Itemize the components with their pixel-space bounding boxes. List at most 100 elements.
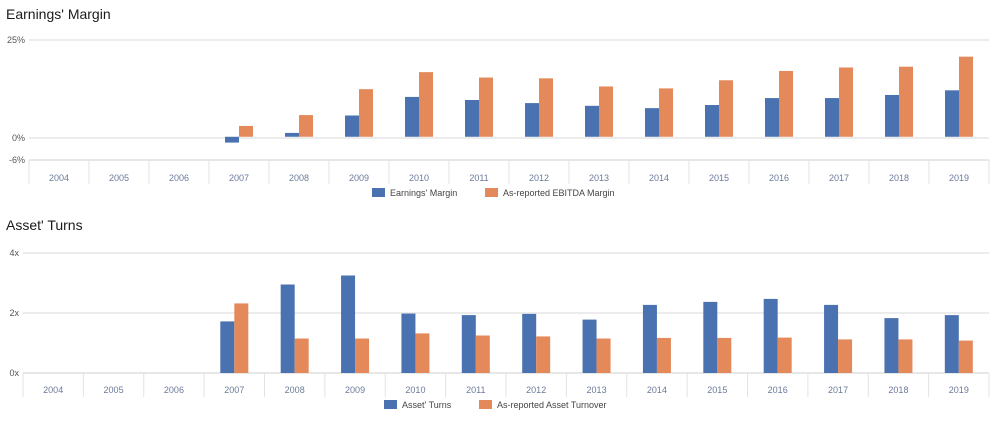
bar-series1 bbox=[405, 96, 419, 137]
bar-series2 bbox=[779, 70, 793, 137]
bar-series1 bbox=[642, 304, 657, 373]
bar-series2 bbox=[596, 338, 611, 373]
x-tick-label: 2016 bbox=[768, 385, 788, 395]
bar-series1 bbox=[885, 94, 899, 137]
bar-series2 bbox=[299, 115, 313, 137]
bar-series2 bbox=[659, 88, 673, 137]
x-tick-label: 2019 bbox=[949, 173, 969, 183]
bar-series2 bbox=[777, 337, 792, 373]
x-tick-label: 2007 bbox=[229, 173, 249, 183]
x-tick-label: 2005 bbox=[109, 173, 129, 183]
bar-series2 bbox=[899, 66, 913, 137]
x-tick-label: 2013 bbox=[587, 385, 607, 395]
bar-series2 bbox=[419, 72, 433, 137]
legend-swatch bbox=[479, 400, 492, 409]
legend-swatch bbox=[372, 188, 385, 197]
y-tick-label: 2x bbox=[9, 308, 19, 318]
bar-series1 bbox=[944, 315, 959, 373]
x-tick-label: 2017 bbox=[829, 173, 849, 183]
bar-series1 bbox=[525, 103, 539, 137]
bar-series2 bbox=[475, 335, 490, 373]
y-tick-label: 25% bbox=[7, 35, 25, 45]
x-tick-label: 2011 bbox=[469, 173, 488, 183]
bar-series1 bbox=[763, 298, 778, 373]
legend-swatch bbox=[485, 188, 498, 197]
bar-series1 bbox=[825, 98, 839, 137]
bar-series1 bbox=[401, 313, 416, 373]
x-tick-label: 2009 bbox=[345, 385, 365, 395]
bar-series1 bbox=[345, 115, 359, 137]
x-tick-label: 2014 bbox=[649, 173, 669, 183]
bar-series2 bbox=[415, 333, 430, 373]
legend-label: As-reported Asset Turnover bbox=[497, 400, 607, 410]
x-tick-label: 2017 bbox=[828, 385, 848, 395]
bar-series2 bbox=[838, 339, 853, 373]
x-tick-label: 2014 bbox=[647, 385, 667, 395]
x-tick-label: 2010 bbox=[409, 173, 429, 183]
bar-series1 bbox=[522, 313, 537, 373]
bar-series1 bbox=[225, 136, 239, 143]
bar-series1 bbox=[280, 284, 295, 373]
bar-series2 bbox=[294, 338, 309, 373]
bar-series1 bbox=[703, 301, 718, 373]
chart-title-earnings-margin: Earnings' Margin bbox=[6, 6, 111, 22]
y-tick-label: 4x bbox=[9, 248, 19, 258]
bar-series1 bbox=[585, 105, 599, 137]
bar-series1 bbox=[285, 132, 299, 137]
bar-series1 bbox=[884, 318, 899, 373]
x-tick-label: 2009 bbox=[349, 173, 369, 183]
bar-series2 bbox=[239, 125, 253, 137]
bar-series2 bbox=[717, 337, 732, 373]
x-tick-label: 2013 bbox=[589, 173, 609, 183]
bar-series1 bbox=[645, 108, 659, 137]
x-tick-label: 2005 bbox=[104, 385, 124, 395]
bar-series2 bbox=[536, 336, 551, 373]
chart-title-asset-turns: Asset' Turns bbox=[6, 217, 83, 233]
bar-series2 bbox=[958, 340, 973, 373]
x-tick-label: 2015 bbox=[709, 173, 729, 183]
x-tick-label: 2010 bbox=[405, 385, 425, 395]
bar-series1 bbox=[705, 105, 719, 137]
y-tick-label: -6% bbox=[9, 155, 25, 165]
bar-series1 bbox=[220, 321, 235, 373]
bar-series1 bbox=[765, 98, 779, 137]
bar-series2 bbox=[719, 80, 733, 137]
x-tick-label: 2008 bbox=[289, 173, 309, 183]
bar-series2 bbox=[898, 339, 913, 373]
x-tick-label: 2019 bbox=[949, 385, 969, 395]
legend-label: As-reported EBITDA Margin bbox=[503, 188, 615, 198]
bar-series1 bbox=[582, 319, 597, 373]
x-tick-label: 2008 bbox=[285, 385, 305, 395]
bar-series2 bbox=[599, 86, 613, 137]
x-tick-label: 2007 bbox=[224, 385, 244, 395]
x-tick-label: 2006 bbox=[169, 173, 189, 183]
x-tick-label: 2011 bbox=[466, 385, 485, 395]
legend-label: Earnings' Margin bbox=[390, 188, 457, 198]
x-tick-label: 2006 bbox=[164, 385, 184, 395]
bar-series1 bbox=[341, 275, 356, 373]
legend-swatch bbox=[384, 400, 397, 409]
bar-series1 bbox=[461, 315, 476, 373]
bar-series2 bbox=[359, 89, 373, 137]
bar-series2 bbox=[355, 338, 370, 373]
x-tick-label: 2015 bbox=[707, 385, 727, 395]
x-tick-label: 2012 bbox=[526, 385, 546, 395]
legend-label: Asset' Turns bbox=[402, 400, 452, 410]
bar-series2 bbox=[234, 303, 249, 373]
bar-series2 bbox=[959, 56, 973, 137]
x-tick-label: 2018 bbox=[888, 385, 908, 395]
bar-series2 bbox=[839, 67, 853, 137]
x-tick-label: 2016 bbox=[769, 173, 789, 183]
bar-series2 bbox=[656, 337, 671, 373]
x-tick-label: 2018 bbox=[889, 173, 909, 183]
x-tick-label: 2004 bbox=[49, 173, 69, 183]
bar-series2 bbox=[539, 78, 553, 137]
bar-series1 bbox=[465, 100, 479, 137]
x-tick-label: 2004 bbox=[43, 385, 63, 395]
y-tick-label: 0% bbox=[12, 133, 25, 143]
x-tick-label: 2012 bbox=[529, 173, 549, 183]
bar-series1 bbox=[824, 304, 839, 373]
bar-series2 bbox=[479, 77, 493, 137]
earnings-margin-chart: 25% 0% -6% 2004 2005 2006 2007 2008 2009 2010 2011… bbox=[7, 35, 990, 198]
y-tick-label: 0x bbox=[9, 368, 19, 378]
